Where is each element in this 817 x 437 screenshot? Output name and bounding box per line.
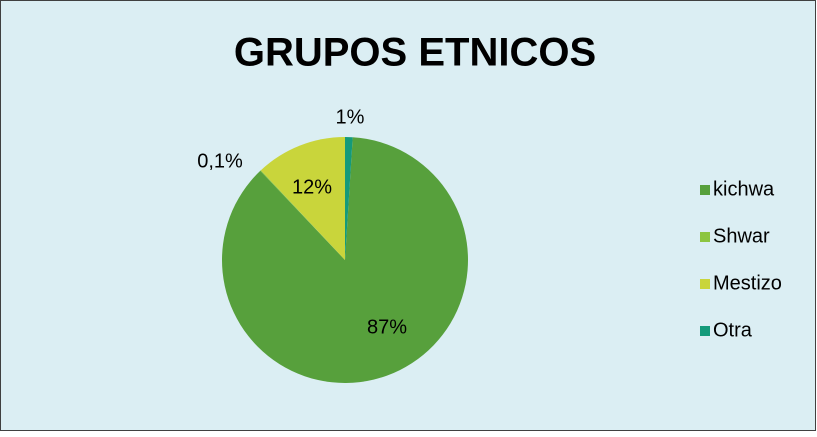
pie-slice bbox=[345, 137, 353, 260]
legend-swatch bbox=[700, 232, 710, 242]
legend-swatch bbox=[700, 279, 710, 289]
legend-swatch bbox=[700, 185, 710, 195]
legend-label: Shwar bbox=[713, 225, 770, 247]
data-label: 12% bbox=[292, 176, 332, 198]
pie-slice bbox=[260, 170, 345, 260]
legend-label: Mestizo bbox=[713, 272, 782, 294]
data-label: 1% bbox=[336, 106, 365, 128]
legend-label: kichwa bbox=[713, 178, 775, 200]
pie-slice bbox=[221, 137, 469, 383]
legend-label: Otra bbox=[713, 319, 753, 341]
data-label: 87% bbox=[367, 316, 407, 338]
chart-title: GRUPOS ETNICOS bbox=[234, 31, 596, 75]
legend-swatch bbox=[700, 326, 710, 336]
pie-slice bbox=[260, 137, 345, 260]
data-label: 0,1% bbox=[197, 150, 243, 172]
